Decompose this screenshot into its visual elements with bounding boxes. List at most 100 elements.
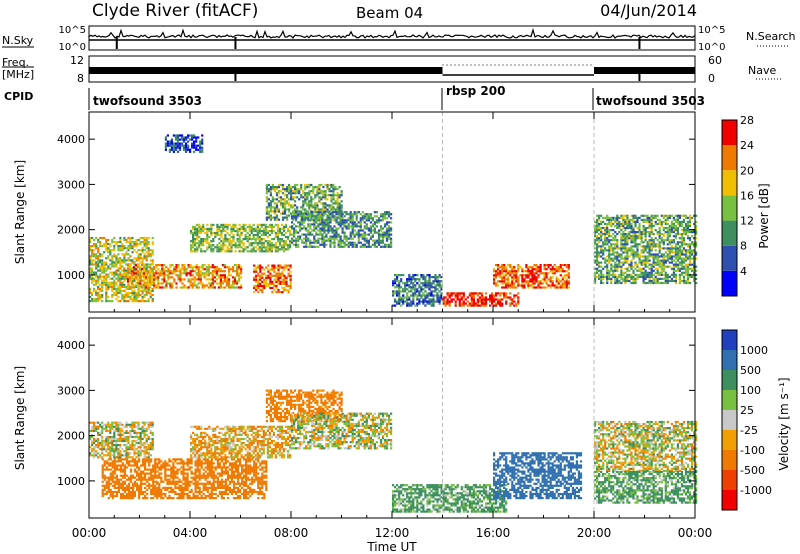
heatmap-cell: [233, 286, 237, 289]
heatmap-cell: [296, 208, 299, 211]
heatmap-cell: [418, 300, 421, 303]
heatmap-cell: [642, 279, 645, 283]
heatmap-cell: [155, 276, 158, 279]
heatmap-cell: [113, 431, 116, 434]
heatmap-cell: [347, 223, 350, 226]
heatmap-cell: [117, 300, 120, 303]
heatmap-cell: [303, 237, 306, 240]
heatmap-cell: [111, 427, 114, 430]
heatmap-cell: [686, 243, 690, 246]
heatmap-cell: [620, 261, 623, 264]
heatmap-cell: [567, 266, 570, 269]
heatmap-cell: [452, 292, 455, 295]
heatmap-cell: [396, 280, 399, 283]
heatmap-cell: [192, 242, 195, 245]
heatmap-cell: [143, 255, 146, 258]
heatmap-cell: [274, 223, 277, 226]
heatmap-cell: [226, 225, 229, 228]
heatmap-cell: [117, 249, 120, 252]
heatmap-cell: [240, 240, 243, 243]
heatmap-cell: [557, 282, 560, 285]
heatmap-cell: [121, 245, 124, 248]
heatmap-cell: [332, 190, 335, 193]
heatmap-cell: [198, 246, 201, 249]
heatmap-cell: [113, 245, 116, 248]
heatmap-cell: [416, 302, 419, 305]
heatmap-cell: [185, 136, 188, 139]
heatmap-cell: [93, 450, 96, 453]
heatmap-cell: [426, 274, 429, 277]
heatmap-cell: [231, 286, 235, 289]
heatmap-cell: [438, 298, 441, 301]
heatmap-cell: [307, 213, 310, 216]
heatmap-cell: [141, 257, 144, 260]
heatmap-cell: [169, 270, 172, 273]
heatmap-cell: [269, 190, 272, 193]
heatmap-cell: [314, 194, 317, 197]
heatmap-cell: [363, 245, 366, 248]
heatmap-cell: [377, 221, 381, 224]
heatmap-cell: [307, 233, 310, 236]
heatmap-cell: [361, 229, 364, 232]
heatmap-cell: [497, 272, 500, 275]
heatmap-cell: [632, 275, 635, 278]
heatmap-cell: [117, 427, 120, 430]
heatmap-cell: [400, 290, 403, 293]
heatmap-cell: [450, 292, 453, 295]
heatmap-cell: [216, 231, 219, 235]
heatmap-cell: [515, 280, 518, 283]
heatmap-cell: [232, 236, 235, 239]
heatmap-cell: [676, 220, 679, 223]
heatmap-cell: [612, 218, 615, 221]
heatmap-cell: [121, 448, 124, 451]
heatmap-cell: [353, 221, 356, 224]
heatmap-cell: [626, 226, 629, 230]
heatmap-cell: [248, 250, 251, 253]
heatmap-cell: [174, 134, 178, 137]
heatmap-cell: [438, 284, 441, 287]
heatmap-cell: [491, 294, 494, 297]
heatmap-cell: [101, 427, 104, 430]
heatmap-cell: [533, 264, 536, 267]
heatmap-cell: [616, 241, 619, 244]
heatmap-cell: [656, 273, 659, 276]
heatmap-cell: [117, 431, 120, 434]
heatmap-cell: [604, 243, 607, 246]
heatmap-cell: [668, 231, 671, 234]
heatmap-cell: [167, 274, 170, 277]
heatmap-cell: [495, 272, 498, 275]
heatmap-cell: [283, 206, 287, 209]
heatmap-cell: [295, 239, 298, 242]
heatmap-cell: [109, 243, 112, 246]
heatmap-cell: [200, 225, 203, 228]
heatmap-cell: [630, 251, 633, 254]
heatmap-cell: [612, 216, 615, 219]
heatmap-cell: [165, 284, 168, 287]
heatmap-cell: [109, 245, 112, 248]
heatmap-cell: [618, 281, 621, 285]
heatmap-cell: [179, 286, 182, 289]
heatmap-cell: [97, 263, 100, 266]
heatmap-cell: [676, 233, 679, 236]
heatmap-cell: [394, 290, 397, 293]
heatmap-cell: [594, 261, 597, 264]
heatmap-cell: [357, 221, 360, 224]
heatmap-cell: [229, 274, 233, 277]
heatmap-cell: [332, 186, 335, 189]
heatmap-cell: [347, 245, 350, 248]
heatmap-cell: [424, 276, 427, 279]
heatmap-cell: [529, 266, 532, 269]
heatmap-cell: [672, 218, 675, 221]
heatmap-cell: [190, 229, 193, 233]
heatmap-cell: [97, 249, 100, 252]
heatmap-cell: [286, 200, 289, 203]
heatmap-cell: [260, 233, 263, 237]
heatmap-cell: [123, 253, 126, 256]
heatmap-cell: [365, 225, 368, 228]
heatmap-cell: [211, 264, 214, 267]
heatmap-cell: [207, 286, 210, 289]
heatmap-cell: [232, 244, 235, 247]
heatmap-cell: [89, 452, 92, 455]
heatmap-cell: [189, 278, 192, 281]
heatmap-cell: [240, 276, 243, 279]
